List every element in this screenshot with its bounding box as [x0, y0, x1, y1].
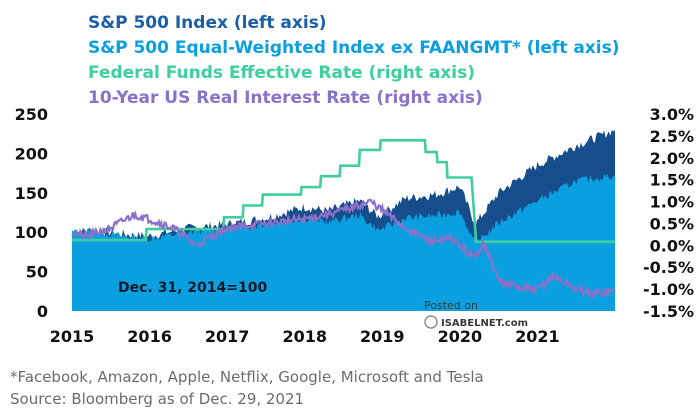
legend-fed-funds: Federal Funds Effective Rate (right axis… — [88, 63, 475, 83]
left-axis: 0 50 100 150 200 250 — [15, 105, 48, 321]
x-tick-label: 2015 — [50, 327, 95, 346]
left-tick-label: 250 — [15, 105, 48, 124]
x-axis: 2015 2016 2017 2018 2019 2020 2021 — [50, 327, 560, 346]
line-series — [71, 139, 616, 300]
right-tick-label: 1.0% — [650, 193, 694, 212]
right-axis: -1.5% -1.0% -0.5% 0.0% 0.5% 1.0% 1.5% 2.0% 2.5% 3… — [643, 105, 694, 321]
left-tick-label: 150 — [15, 184, 48, 203]
x-tick-label: 2018 — [282, 327, 327, 346]
left-tick-label: 50 — [26, 263, 48, 282]
area-series — [72, 129, 615, 311]
watermark-line-2: ISABELNET.com — [441, 318, 528, 329]
left-tick-label: 200 — [15, 144, 48, 163]
right-tick-label: -1.5% — [643, 302, 694, 321]
left-tick-label: 0 — [37, 302, 48, 321]
x-tick-label: 2020 — [438, 327, 483, 346]
x-tick-label: 2019 — [360, 327, 405, 346]
footnote-source: Source: Bloomberg as of Dec. 29, 2021 — [10, 390, 305, 408]
footnote-faangmt: *Facebook, Amazon, Apple, Netflix, Googl… — [10, 368, 484, 386]
globe-icon — [424, 315, 438, 329]
base-annotation: Dec. 31, 2014=100 — [118, 280, 267, 296]
left-tick-label: 100 — [15, 223, 48, 242]
right-tick-label: -0.5% — [643, 258, 694, 277]
x-tick-label: 2021 — [515, 327, 560, 346]
real-rate-line — [71, 198, 616, 300]
equal-weighted-area — [72, 173, 615, 311]
fed-funds-line — [72, 139, 615, 244]
x-tick-label: 2017 — [205, 327, 250, 346]
right-tick-label: 3.0% — [650, 105, 694, 124]
watermark: Posted on ISABELNET.com — [424, 299, 528, 329]
right-tick-label: -1.0% — [643, 280, 694, 299]
right-tick-label: 0.0% — [650, 236, 694, 255]
right-tick-label: 2.0% — [650, 149, 694, 168]
right-tick-label: 2.5% — [650, 127, 694, 146]
legend-real-rate: 10-Year US Real Interest Rate (right axi… — [88, 88, 483, 108]
x-tick-label: 2016 — [127, 327, 172, 346]
right-tick-label: 1.5% — [650, 171, 694, 190]
watermark-line-1: Posted on — [424, 299, 478, 312]
right-tick-label: 0.5% — [650, 214, 694, 233]
legend-equal-weighted: S&P 500 Equal-Weighted Index ex FAANGMT*… — [88, 38, 620, 58]
legend-sp500: S&P 500 Index (left axis) — [88, 13, 327, 33]
